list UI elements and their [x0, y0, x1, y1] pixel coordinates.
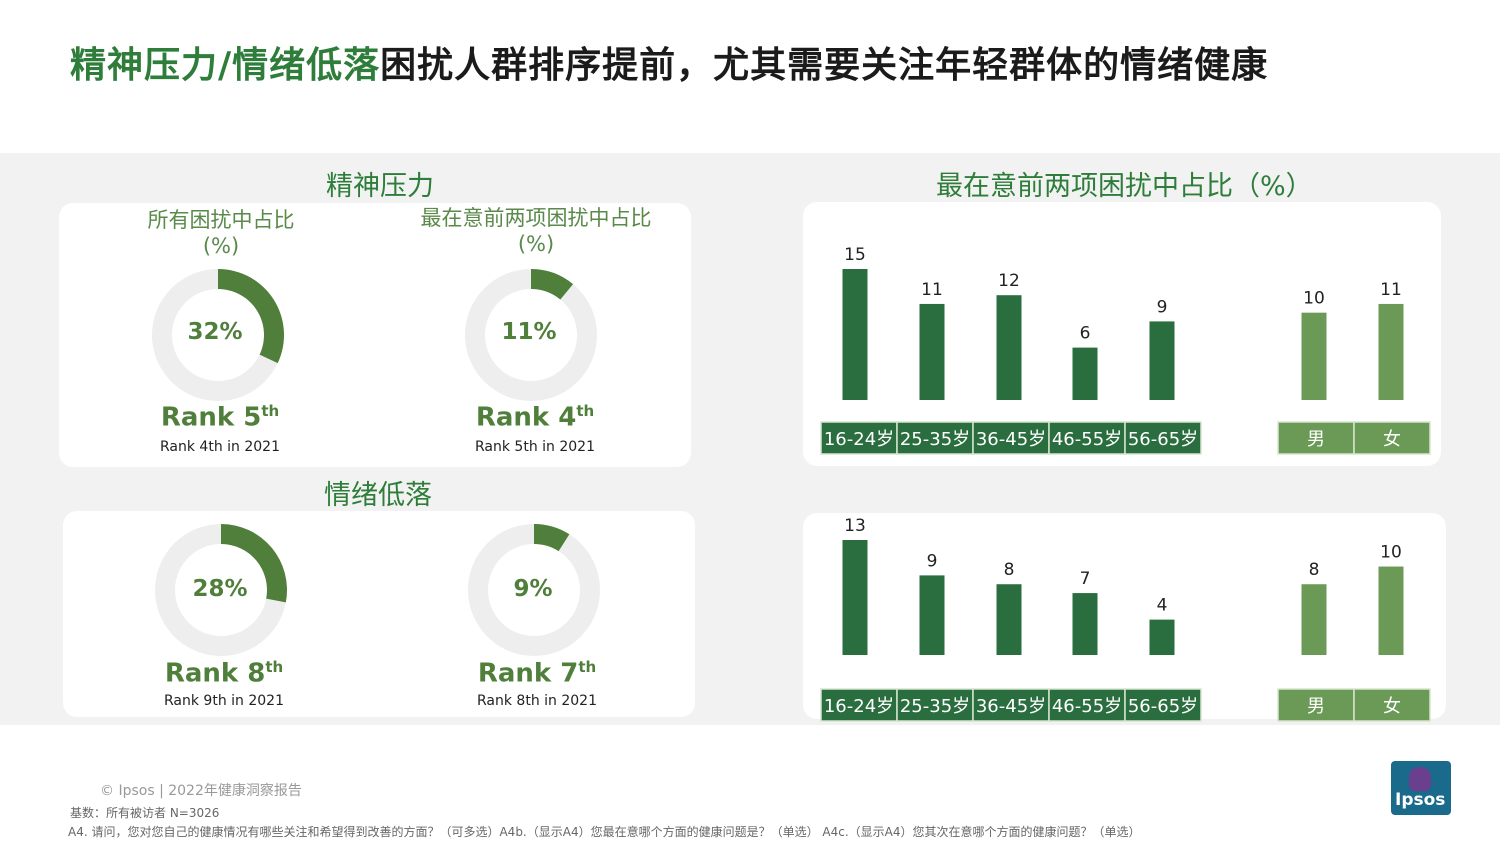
- category-label: 56-65岁: [1128, 696, 1198, 717]
- bar-36-45岁: [996, 584, 1022, 655]
- bar-46-55岁: [1072, 593, 1098, 655]
- section-title-low-mood: 情绪低落: [324, 480, 432, 511]
- bar-value-label: 11: [1380, 280, 1402, 300]
- panel-chart-mood: [803, 513, 1446, 719]
- category-label: 46-55岁: [1052, 696, 1122, 717]
- rank-prev-mood-top: Rank 8th in 2021: [477, 693, 597, 709]
- donut-segment: [218, 269, 284, 364]
- donut-track: [464, 269, 597, 401]
- rank-prev-stress-all: Rank 4th in 2021: [160, 439, 280, 455]
- bar-男: [1301, 584, 1327, 655]
- category-box: [820, 421, 898, 455]
- rank-mood-top: Rank 7th: [477, 658, 597, 689]
- bar-value-label: 12: [998, 271, 1020, 291]
- category-label: 16-24岁: [824, 429, 894, 450]
- subtitle-top-two: 最在意前两项困扰中占比 (%): [420, 206, 652, 256]
- bar-chart-mood: 13 9 8 7 4 8 10 16-24岁 25-35岁 36-45岁 46-55岁 56-65岁 男…: [820, 516, 1431, 722]
- bar-36-45岁: [996, 295, 1022, 400]
- category-label: 男: [1307, 429, 1325, 450]
- category-label: 女: [1383, 429, 1401, 450]
- bar-25-35岁: [919, 303, 945, 400]
- bar-value-label: 11: [921, 280, 943, 300]
- bar-value-label: 4: [1157, 596, 1168, 616]
- category-label: 36-45岁: [976, 429, 1046, 450]
- category-box: [972, 688, 1050, 722]
- category-box: [1124, 421, 1202, 455]
- donut-segment: [531, 269, 574, 300]
- bar-25-35岁: [919, 575, 945, 655]
- donut-track: [467, 524, 600, 656]
- category-label: 男: [1307, 696, 1325, 717]
- subtitle-all-concerns: 所有困扰中占比 (%): [147, 208, 295, 258]
- logo-mark-icon: [1409, 767, 1431, 791]
- bar-value-label: 10: [1303, 289, 1325, 309]
- donut-mood-all: [154, 524, 287, 656]
- category-box: [896, 688, 974, 722]
- bar-value-label: 7: [1080, 569, 1091, 589]
- donut-segment: [534, 524, 570, 552]
- donut-stress-all: [151, 269, 284, 401]
- rank-stress-all: Rank 5th: [160, 402, 280, 433]
- donut-mood-all-label: 28%: [192, 576, 248, 602]
- category-box: [896, 421, 974, 455]
- bar-男: [1301, 312, 1327, 400]
- ipsos-logo: Ipsos: [1391, 761, 1451, 815]
- rank-prev-stress-top: Rank 5th in 2021: [475, 439, 595, 455]
- category-box: [1124, 688, 1202, 722]
- category-box: [1353, 688, 1431, 722]
- bar-value-label: 9: [1157, 297, 1168, 317]
- category-label: 女: [1383, 696, 1401, 717]
- bar-value-label: 15: [844, 245, 866, 265]
- rank-prev-mood-all: Rank 9th in 2021: [164, 693, 284, 709]
- bar-56-65岁: [1149, 619, 1175, 655]
- category-label: 56-65岁: [1128, 429, 1198, 450]
- copyright: © Ipsos | 2022年健康洞察报告: [100, 783, 302, 799]
- rank-stress-top: Rank 4th: [475, 402, 595, 433]
- bar-value-label: 10: [1380, 543, 1402, 563]
- category-label: 25-35岁: [900, 429, 970, 450]
- donut-mood-top-label: 9%: [513, 576, 553, 602]
- base-note: 基数：所有被访者 N=3026: [70, 806, 220, 820]
- bar-56-65岁: [1149, 321, 1175, 400]
- bar-chart-stress: 15 11 12 6 9 10 11 16-24岁 25-35岁 36-45岁 46-55岁 56-6…: [820, 245, 1431, 455]
- donut-segment: [221, 524, 287, 603]
- category-label: 46-55岁: [1052, 429, 1122, 450]
- category-box: [1353, 421, 1431, 455]
- donut-stress-top: [464, 269, 597, 401]
- logo-text: Ipsos: [1395, 790, 1446, 810]
- category-box: [1277, 688, 1355, 722]
- bar-value-label: 6: [1080, 324, 1091, 344]
- donut-mood-top: [467, 524, 600, 656]
- page-title: 精神压力/情绪低落困扰人群排序提前，尤其需要关注年轻群体的情绪健康: [70, 45, 1269, 86]
- bar-女: [1378, 303, 1404, 400]
- section-title-mental-stress: 精神压力: [326, 171, 434, 202]
- bar-16-24岁: [842, 269, 868, 400]
- rank-mood-all: Rank 8th: [164, 658, 284, 689]
- category-label: 25-35岁: [900, 696, 970, 717]
- bar-16-24岁: [842, 540, 868, 655]
- donut-stress-all-label: 32%: [187, 319, 243, 345]
- donut-stress-top-label: 11%: [501, 319, 557, 345]
- bar-value-label: 8: [1004, 560, 1015, 580]
- bar-value-label: 9: [927, 551, 938, 571]
- category-label: 36-45岁: [976, 696, 1046, 717]
- question-note: A4. 请问，您对您自己的健康情况有哪些关注和希望得到改善的方面？（可多选）A4…: [68, 825, 1141, 839]
- bar-46-55岁: [1072, 347, 1098, 400]
- category-label: 16-24岁: [824, 696, 894, 717]
- bar-value-label: 13: [844, 516, 866, 536]
- chart-section-title: 最在意前两项困扰中占比（%）: [936, 171, 1313, 202]
- bar-value-label: 8: [1309, 560, 1320, 580]
- bar-女: [1378, 566, 1404, 655]
